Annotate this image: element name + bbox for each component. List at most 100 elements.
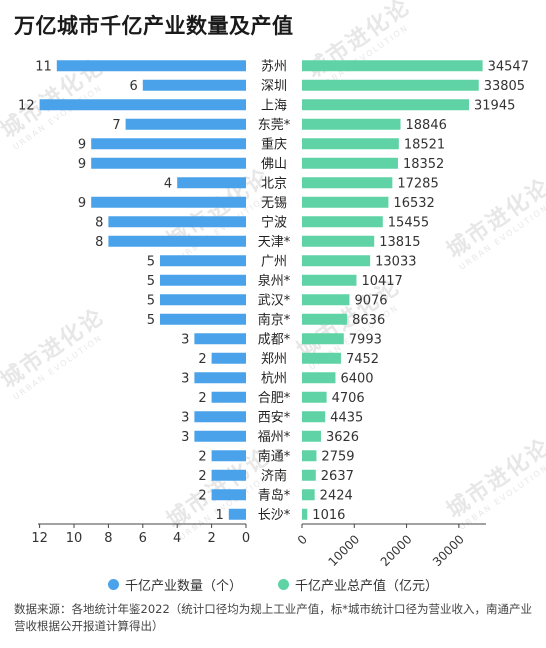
city-label: 南通* [258,448,291,464]
count-label: 7 [112,118,120,133]
count-bar [56,60,246,72]
value-bar [302,450,317,462]
value-bar [302,313,348,325]
city-label: 成都* [258,332,291,347]
count-bar [211,469,246,481]
value-label: 8636 [352,313,385,328]
city-label: 合肥* [258,391,291,406]
count-label: 6 [130,79,138,94]
city-label: 无锡 [261,196,287,211]
count-bar [91,196,246,208]
value-label: 7452 [346,352,379,367]
left-tick-label: 2 [207,531,215,546]
value-label: 1016 [312,508,345,523]
legend-label: 千亿产业数量（个） [124,579,242,594]
city-label: 济南 [261,468,287,484]
value-label: 13815 [379,235,420,250]
count-label: 9 [78,196,86,211]
value-label: 9076 [354,293,387,308]
count-label: 2 [198,469,206,484]
city-label: 深圳 [261,79,287,94]
count-bar [125,118,246,130]
value-label: 2637 [321,469,354,484]
count-bar [142,79,246,91]
left-tick-label: 10 [66,531,83,546]
left-tick-label: 6 [139,531,147,546]
right-tick-label: 10000 [325,532,362,569]
value-bar [302,118,401,130]
value-label: 3626 [326,430,359,445]
right-tick-label: 20000 [378,532,415,569]
city-label: 北京 [261,176,287,191]
legend-item-value: 千亿产业总产值（亿元） [278,575,438,594]
value-label: 15455 [388,215,429,230]
city-label: 武汉* [258,293,291,308]
legend: 千亿产业数量（个） 千亿产业总产值（亿元） [0,575,546,594]
count-bar [160,294,246,306]
right-tick-label: 0 [295,532,310,547]
value-bar [302,352,341,364]
count-bar [228,508,246,520]
city-label: 佛山 [261,157,287,172]
value-bar [302,255,371,267]
count-label: 2 [198,352,206,367]
value-label: 6400 [340,371,373,386]
count-bar [211,489,246,501]
count-bar [211,391,246,403]
value-bar [302,411,326,423]
count-label: 2 [198,391,206,406]
count-label: 5 [147,254,155,269]
value-bar [302,79,479,91]
left-tick-label: 4 [173,531,181,546]
value-bar [302,138,399,150]
value-bar [302,235,375,247]
value-bar [302,99,469,111]
right-tick-label: 30000 [430,532,467,569]
count-bar [211,352,246,364]
value-label: 2759 [321,449,354,464]
count-label: 2 [198,488,206,503]
value-bar [302,196,389,208]
count-bar [39,99,246,111]
value-bar [302,274,357,286]
value-label: 10417 [361,274,402,289]
legend-swatch [107,579,119,590]
count-bar [108,216,247,228]
count-label: 2 [198,449,206,464]
city-label: 宁波 [261,214,287,230]
count-label: 4 [164,176,172,191]
value-bar [302,157,398,169]
count-label: 3 [181,332,189,347]
value-bar [302,60,483,72]
count-bar [194,372,246,384]
count-bar [177,177,246,189]
count-bar [91,138,246,150]
city-label: 重庆 [261,136,287,152]
count-label: 8 [95,215,103,230]
value-label: 18846 [406,118,447,133]
value-label: 4435 [330,410,363,425]
value-label: 18521 [404,137,445,152]
source-note: 数据来源：各地统计年鉴2022（统计口径均为规上工业产值，标*城市统计口径为营业… [14,602,533,633]
value-label: 17285 [397,176,438,191]
left-tick-label: 12 [31,531,48,546]
left-tick-label: 8 [104,531,112,546]
city-label: 上海 [261,98,287,113]
count-bar [194,411,246,423]
city-label: 青岛* [258,487,291,503]
city-label: 福州* [258,430,291,445]
city-label: 天津* [258,235,291,250]
count-bar [91,157,246,169]
city-label: 泉州* [258,273,291,289]
value-label: 31945 [474,98,515,113]
count-label: 5 [147,274,155,289]
count-label: 5 [147,293,155,308]
count-label: 8 [95,235,103,250]
count-bar [160,255,246,267]
value-bar [302,489,315,501]
city-label: 杭州 [261,371,287,386]
value-label: 18352 [403,157,444,172]
city-label: 苏州 [261,58,287,74]
